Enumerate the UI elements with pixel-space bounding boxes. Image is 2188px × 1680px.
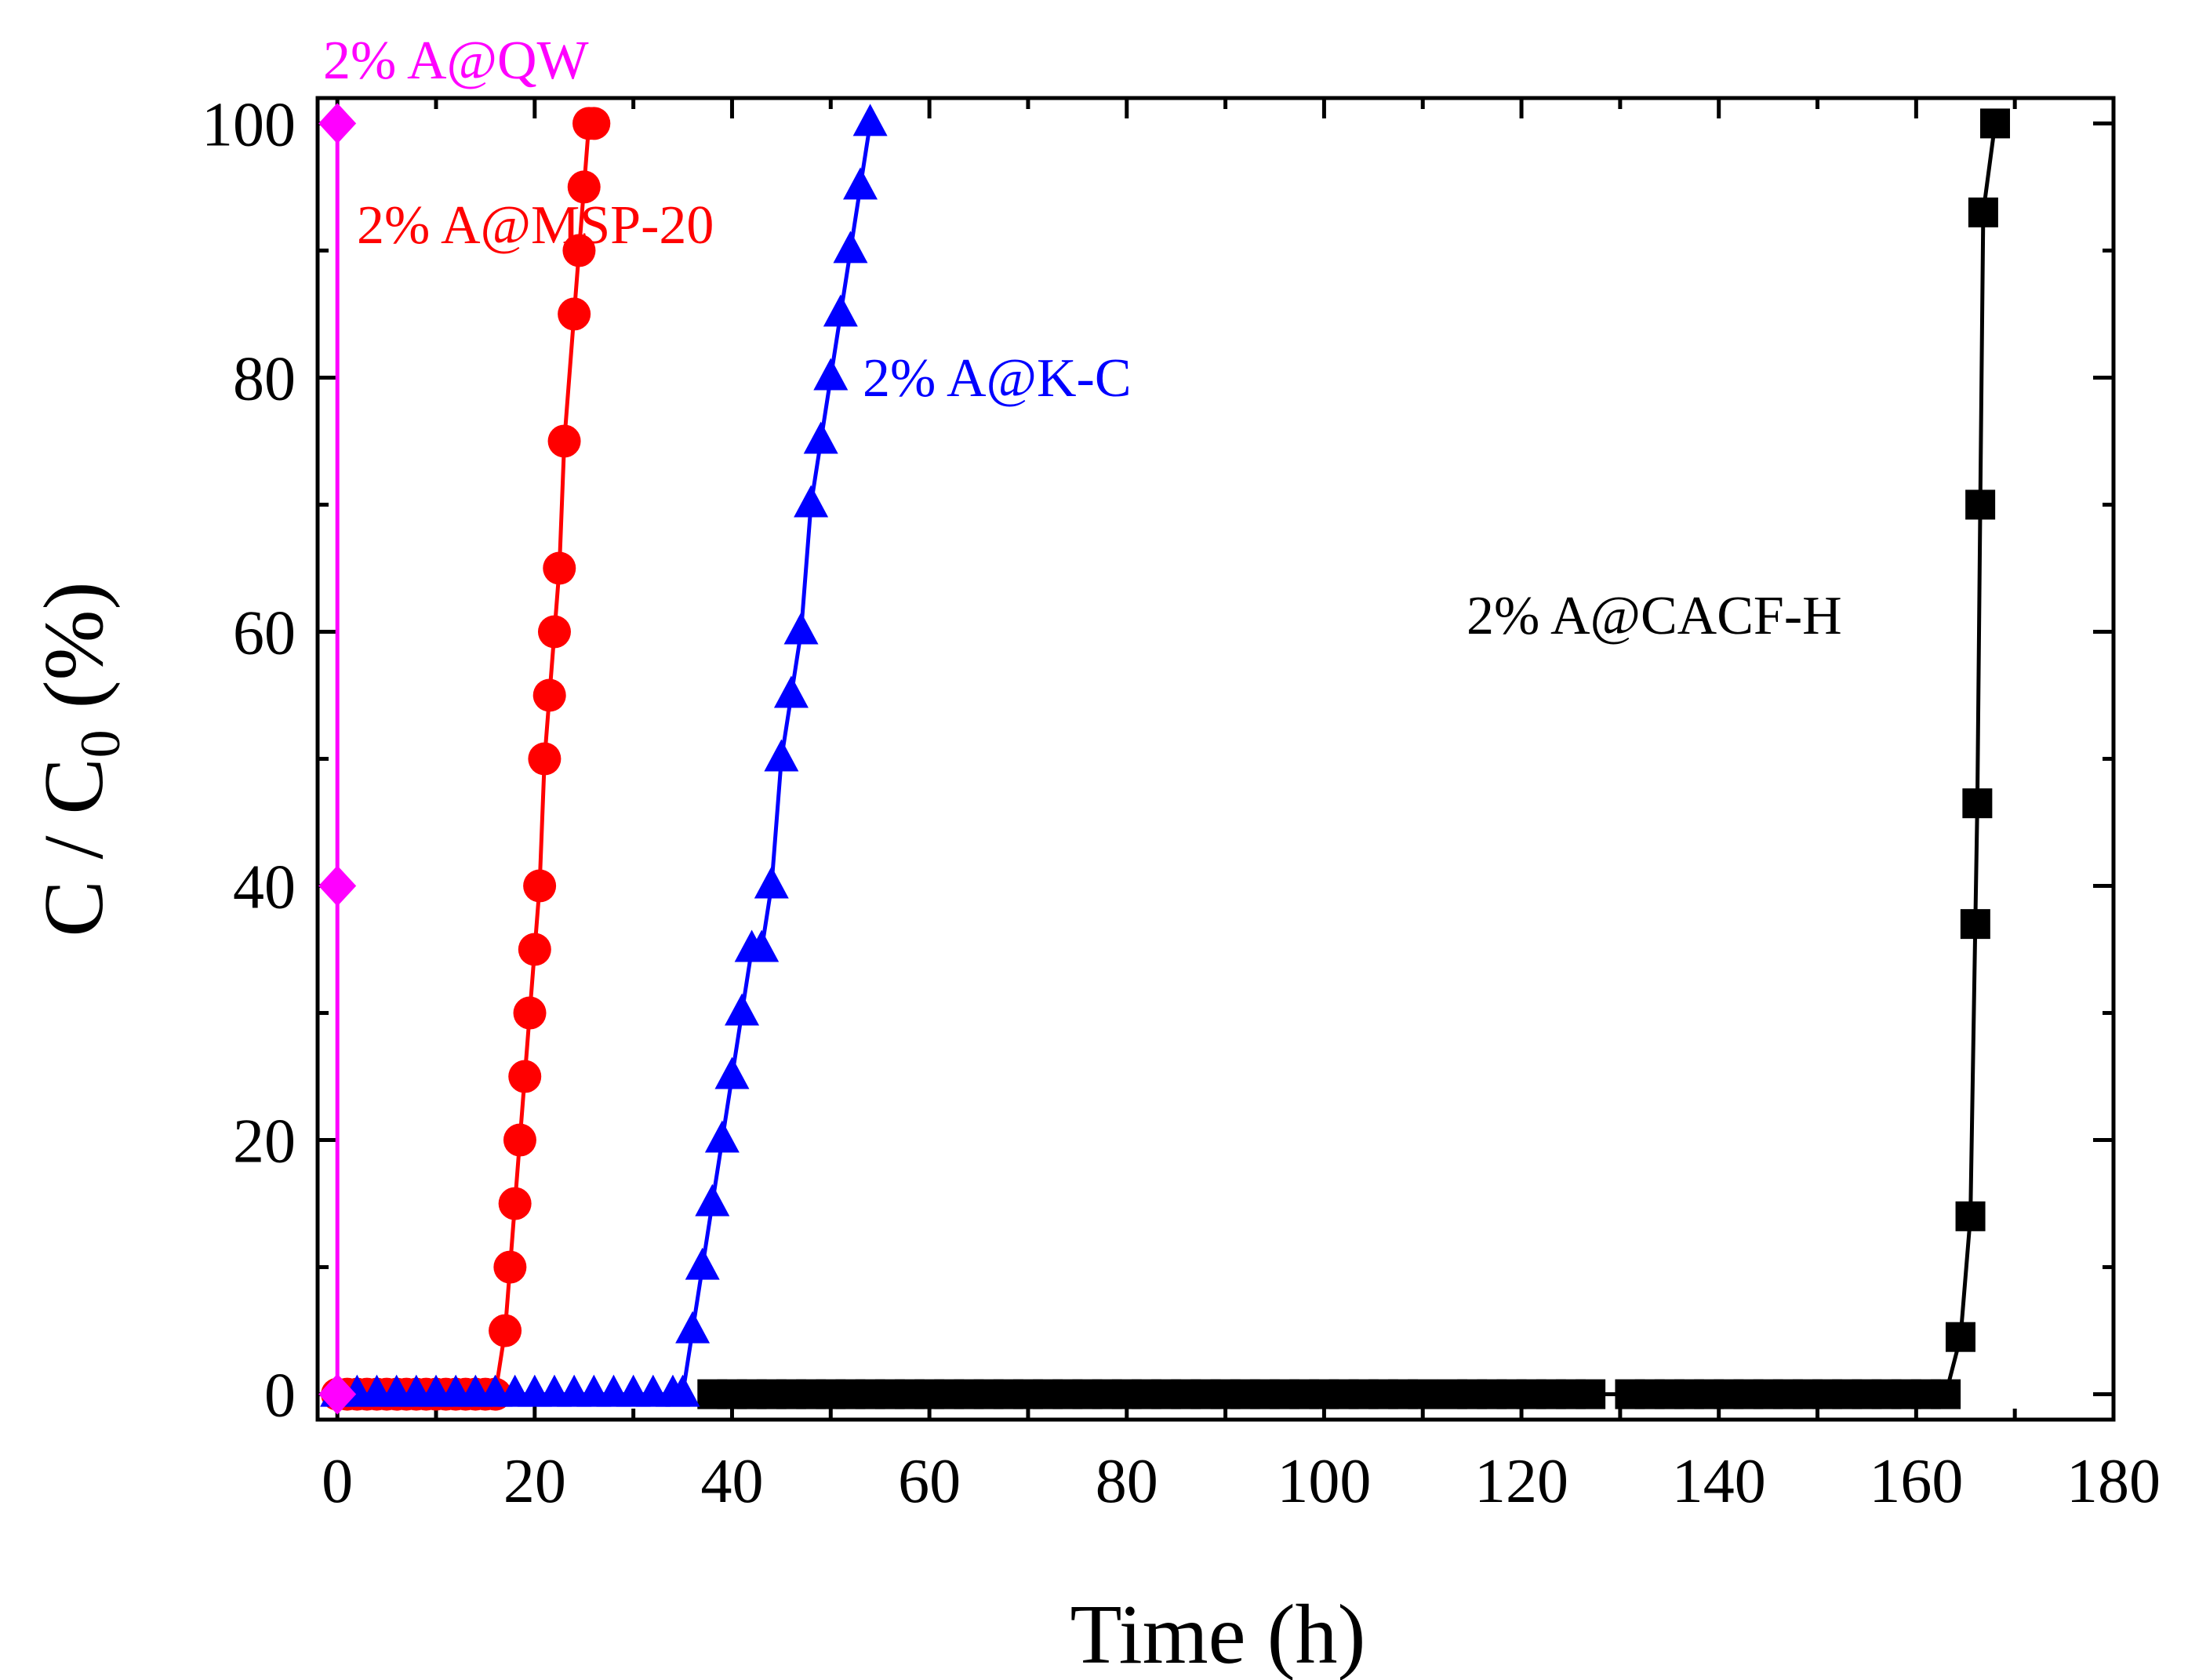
data-point xyxy=(754,866,789,899)
y-axis-title-main: C / C xyxy=(27,758,121,936)
data-point xyxy=(547,424,581,458)
data-point xyxy=(725,993,760,1026)
y-tick-label: 80 xyxy=(233,344,296,413)
data-point xyxy=(823,294,858,327)
data-point xyxy=(803,421,838,454)
data-point xyxy=(543,551,576,585)
data-point xyxy=(833,231,868,264)
series-label-cacfh: 2% A@CACF-H xyxy=(1467,586,1842,646)
data-point xyxy=(843,167,878,200)
x-tick-label: 80 xyxy=(1096,1447,1158,1516)
data-point xyxy=(695,1184,730,1216)
data-point xyxy=(773,675,809,708)
x-tick-label: 100 xyxy=(1277,1447,1371,1516)
data-point xyxy=(523,869,557,903)
data-point xyxy=(567,170,601,204)
y-axis-title-unit: (%) xyxy=(27,582,121,730)
data-point xyxy=(744,929,780,962)
series-3 xyxy=(697,108,2011,1409)
y-tick-label: 20 xyxy=(233,1107,296,1176)
data-point xyxy=(764,739,799,772)
data-point xyxy=(675,1311,711,1344)
data-point xyxy=(1955,1201,1986,1231)
data-point xyxy=(503,1123,536,1157)
data-point xyxy=(1968,197,1998,227)
data-point xyxy=(318,1373,357,1415)
data-point xyxy=(783,612,819,645)
data-point xyxy=(1962,788,1993,819)
series-label-kc: 2% A@K-C xyxy=(863,348,1132,409)
data-point xyxy=(813,358,849,391)
data-point xyxy=(1960,909,1990,940)
data-point xyxy=(1576,1379,1606,1409)
y-axis-title: C / C0 (%) xyxy=(27,582,132,937)
data-point xyxy=(1980,108,2011,139)
data-point xyxy=(537,615,571,649)
data-point xyxy=(665,1374,700,1407)
data-point xyxy=(1408,1379,1438,1409)
y-tick-label: 60 xyxy=(233,598,296,667)
data-point xyxy=(562,234,596,267)
data-point xyxy=(513,996,547,1030)
series-label-msp20: 2% A@MSP-20 xyxy=(357,195,714,256)
x-tick-label: 120 xyxy=(1474,1447,1568,1516)
data-point xyxy=(704,1120,740,1153)
data-point xyxy=(498,1187,532,1220)
data-point xyxy=(794,485,829,518)
data-point xyxy=(508,1060,542,1093)
series-2 xyxy=(320,104,888,1407)
data-point xyxy=(1931,1379,1961,1409)
series-layer xyxy=(318,103,2011,1415)
x-tick-label: 20 xyxy=(503,1447,566,1516)
plot-frame xyxy=(315,96,2116,1422)
data-point xyxy=(532,678,566,712)
data-point xyxy=(1965,489,1996,520)
x-tick-label: 40 xyxy=(700,1447,763,1516)
x-tick-label: 0 xyxy=(322,1447,353,1516)
y-tick-label: 40 xyxy=(233,853,296,922)
data-point xyxy=(528,742,562,776)
x-tick-label: 160 xyxy=(1869,1447,1963,1516)
data-point xyxy=(558,297,591,331)
series-0 xyxy=(318,103,357,1415)
data-point xyxy=(852,104,888,136)
series-line xyxy=(712,123,1997,1397)
x-tick-label: 60 xyxy=(898,1447,961,1516)
data-point xyxy=(577,107,611,140)
data-point xyxy=(1945,1322,1975,1352)
series-1 xyxy=(321,107,611,1411)
x-axis-title: Time (h) xyxy=(1070,1588,1365,1680)
data-point xyxy=(685,1247,720,1280)
y-tick-label: 100 xyxy=(202,90,296,159)
data-point xyxy=(318,865,357,907)
y-axis-title-sub: 0 xyxy=(69,729,132,758)
series-label-qw: 2% A@QW xyxy=(323,31,589,91)
y-tick-label: 0 xyxy=(264,1362,296,1431)
data-point xyxy=(493,1250,527,1284)
x-tick-label: 140 xyxy=(1672,1447,1766,1516)
axes: 0 20 40 60 80 100 120 140 160 180 0 20 40 60 80 100 xyxy=(202,90,2161,1516)
x-tick-label: 180 xyxy=(2066,1447,2161,1516)
data-point xyxy=(489,1314,522,1347)
data-point xyxy=(518,933,551,966)
data-point xyxy=(318,103,357,144)
data-point xyxy=(714,1056,750,1089)
